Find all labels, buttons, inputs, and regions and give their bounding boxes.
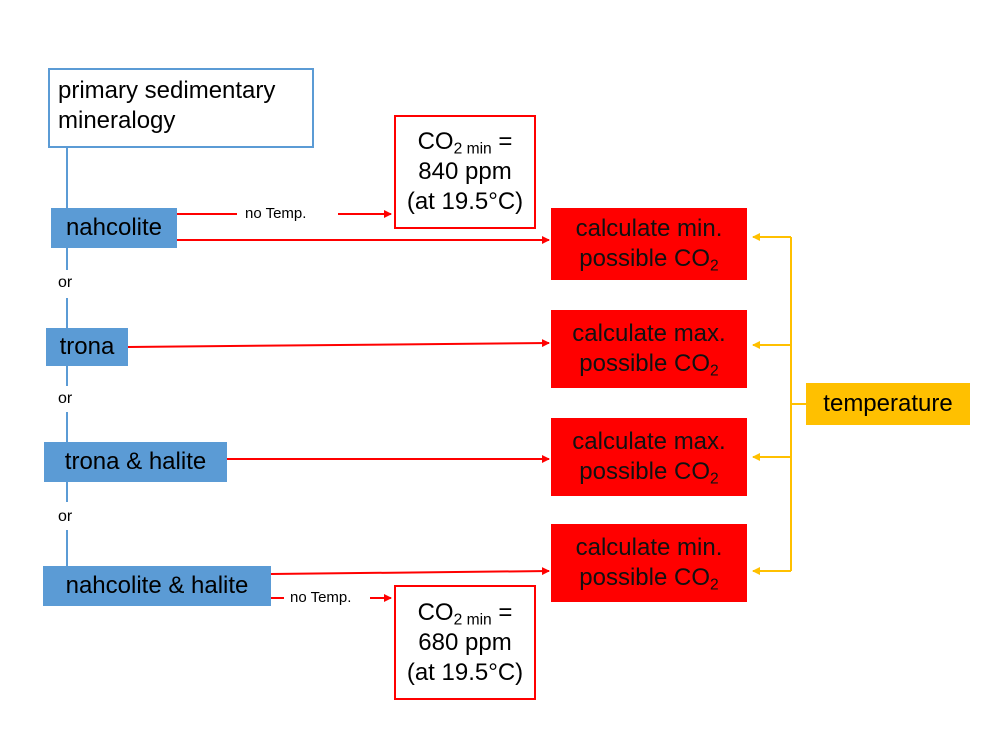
- co2-min-value-680: 680 ppm: [418, 628, 512, 656]
- mineral-box-trona: trona: [46, 328, 128, 366]
- or-label-1: or: [58, 274, 73, 291]
- arrow-nahhal-calc: [270, 567, 550, 576]
- calc-box-2: calculate max. possible CO2: [551, 310, 747, 388]
- calc-box-1-line1: calculate min.: [575, 215, 723, 242]
- mineral-label-trona: trona: [59, 333, 115, 360]
- co2-min-condition-2: (at 19.5°C): [406, 658, 524, 686]
- calc-box-4-line1: calculate min.: [575, 534, 723, 561]
- calc-box-3-line2: possible CO2: [579, 458, 719, 488]
- arrow-trona-calc: [127, 339, 550, 348]
- calc-box-2-line2: possible CO2: [579, 350, 719, 380]
- mineral-box-trona-halite: trona & halite: [44, 442, 227, 482]
- mineral-box-nahcolite-halite: nahcolite & halite: [43, 566, 271, 606]
- mineral-label-trona-halite: trona & halite: [64, 448, 207, 475]
- co2-min-condition-1: (at 19.5°C): [406, 188, 524, 215]
- mineral-label-nahcolite: nahcolite: [65, 214, 163, 241]
- calc-box-3-line1: calculate max.: [572, 428, 726, 455]
- calc-box-4: calculate min. possible CO2: [551, 524, 747, 602]
- temperature-box: temperature: [806, 383, 970, 425]
- calc-box-4-line2: possible CO2: [579, 564, 719, 594]
- co2-min-box-840: CO2 min = 840 ppm (at 19.5°C): [394, 115, 536, 229]
- mineral-box-nahcolite: nahcolite: [51, 208, 177, 248]
- co2-min-box-680: CO2 min = 680 ppm (at 19.5°C): [394, 585, 536, 700]
- or-label-2: or: [58, 390, 73, 407]
- start-box-label: primary sedimentary mineralogy: [58, 77, 276, 134]
- start-box: primary sedimentary mineralogy: [48, 68, 314, 148]
- calc-box-1: calculate min. possible CO2: [551, 208, 747, 280]
- no-temp-label-1: no Temp.: [245, 205, 307, 222]
- calc-box-2-line1: calculate max.: [572, 320, 726, 347]
- or-label-3: or: [58, 508, 73, 525]
- calc-box-3: calculate max. possible CO2: [551, 418, 747, 496]
- co2-min-heading-2: CO2 min =: [417, 598, 513, 629]
- co2-min-value-840: 840 ppm: [418, 158, 512, 185]
- mineral-label-nahcolite-halite: nahcolite & halite: [65, 572, 249, 599]
- co2-min-heading-1: CO2 min =: [417, 128, 513, 158]
- no-temp-label-2: no Temp.: [290, 589, 352, 606]
- temperature-label: temperature: [823, 390, 953, 417]
- calc-box-1-line2: possible CO2: [579, 245, 719, 275]
